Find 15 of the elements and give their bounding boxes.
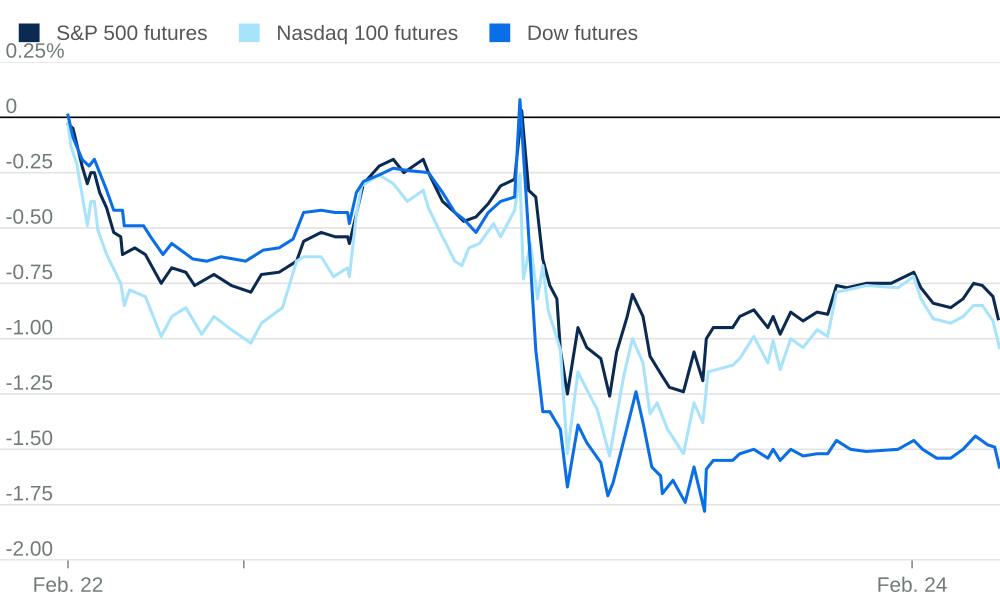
y-tick-label: -1.25 bbox=[6, 375, 52, 390]
y-tick-label: -1.75 bbox=[6, 486, 52, 501]
legend-label: Dow futures bbox=[528, 24, 638, 40]
y-tick-label: -2.00 bbox=[6, 541, 52, 556]
legend-label: S&P 500 futures bbox=[57, 24, 207, 40]
y-tick-label: -1.50 bbox=[6, 430, 52, 446]
y-tick-label: 0 bbox=[6, 98, 16, 114]
y-tick-label: -0.50 bbox=[6, 209, 52, 224]
legend-label: Nasdaq 100 futures bbox=[278, 24, 458, 44]
y-tick-label: -0.25 bbox=[6, 154, 52, 169]
x-tick-label: Feb. 24 bbox=[878, 576, 947, 592]
y-tick-label: 0.25% bbox=[6, 43, 64, 58]
x-tick-label: Feb. 22 bbox=[34, 576, 102, 592]
y-tick-label: -0.75 bbox=[6, 264, 52, 280]
y-tick-label: -1.00 bbox=[6, 320, 52, 335]
